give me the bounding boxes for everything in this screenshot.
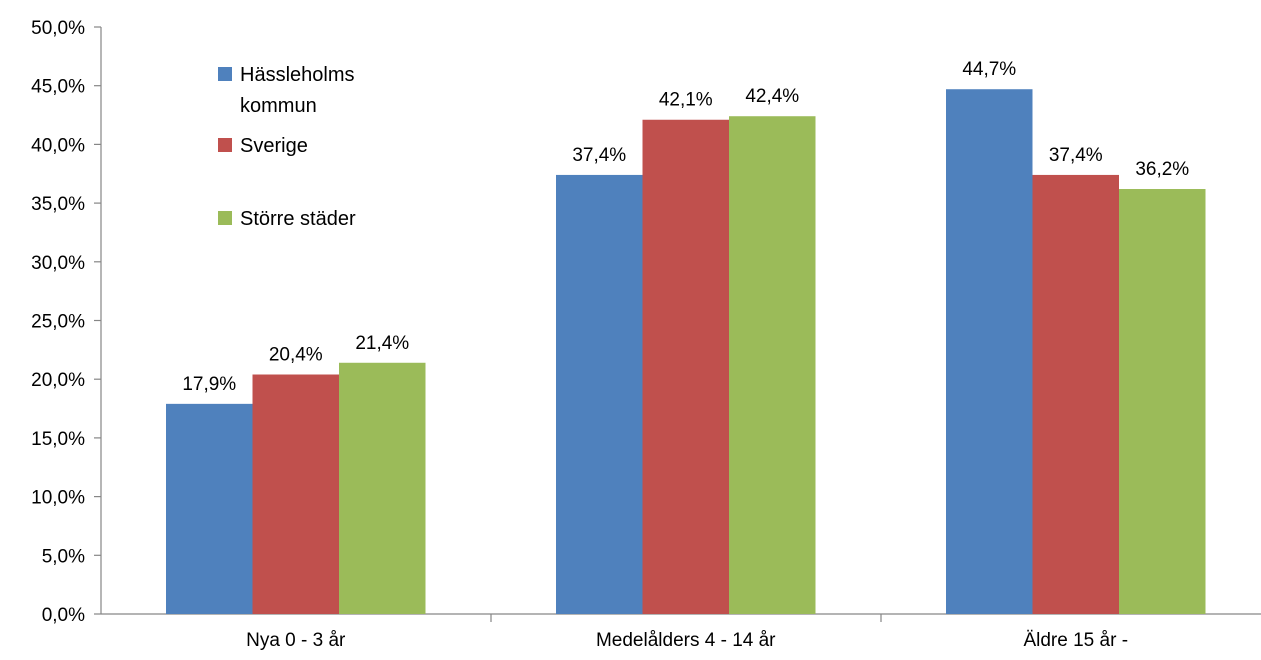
legend-label: Större städer: [240, 208, 356, 230]
bar-series: [166, 89, 1206, 615]
legend-label: kommun: [240, 95, 317, 117]
data-label: 42,4%: [745, 86, 799, 107]
legend-swatch: [218, 67, 232, 81]
y-tick-label: 5,0%: [42, 546, 85, 567]
data-label: 37,4%: [1049, 145, 1103, 166]
bar-3-2: [729, 116, 816, 614]
x-category-label: Äldre 15 år -: [1023, 630, 1128, 651]
data-label: 37,4%: [572, 145, 626, 166]
y-tick-label: 0,0%: [42, 605, 85, 626]
y-tick-label: 30,0%: [31, 253, 85, 274]
y-tick-label: 50,0%: [31, 18, 85, 39]
bar-1-3: [946, 89, 1033, 615]
x-category-label: Medelålders 4 - 14 år: [596, 630, 776, 651]
data-labels: 17,9% 37,4% 44,7% 20,4% 42,1% 37,4% 21,4% 42,4%…: [182, 59, 1189, 395]
data-label: 44,7%: [962, 59, 1016, 80]
y-tick-label: 10,0%: [31, 488, 85, 509]
x-axis: Nya 0 - 3 år Medelålders 4 - 14 år Äldre 1…: [101, 613, 1261, 651]
y-tick-label: 35,0%: [31, 194, 85, 215]
legend-swatch: [218, 138, 232, 152]
data-label: 36,2%: [1135, 159, 1189, 180]
bar-2-3: [1032, 174, 1119, 614]
legend-label: Hässleholms: [240, 64, 354, 86]
y-axis: 0,0% 5,0% 10,0% 15,0% 20,0% 25,0% 30,0% 35,0% 40…: [31, 18, 102, 626]
data-label: 17,9%: [182, 374, 236, 395]
y-tick-label: 20,0%: [31, 370, 85, 391]
bar-2-1: [252, 374, 339, 614]
data-label: 20,4%: [269, 345, 323, 366]
legend-label: Sverige: [240, 135, 308, 157]
data-label: 42,1%: [659, 90, 713, 111]
legend-swatch: [218, 211, 232, 225]
bar-1-1: [166, 403, 253, 614]
bar-3-3: [1119, 189, 1206, 614]
y-tick-label: 15,0%: [31, 429, 85, 450]
bar-1-2: [556, 174, 643, 614]
y-tick-label: 45,0%: [31, 77, 85, 98]
legend: Hässleholms kommun Sverige Större städer: [218, 64, 356, 230]
bar-2-2: [642, 119, 729, 614]
data-label: 21,4%: [355, 333, 409, 354]
x-category-label: Nya 0 - 3 år: [246, 630, 346, 651]
y-tick-label: 25,0%: [31, 312, 85, 333]
y-tick-label: 40,0%: [31, 135, 85, 156]
bar-3-1: [339, 362, 426, 614]
